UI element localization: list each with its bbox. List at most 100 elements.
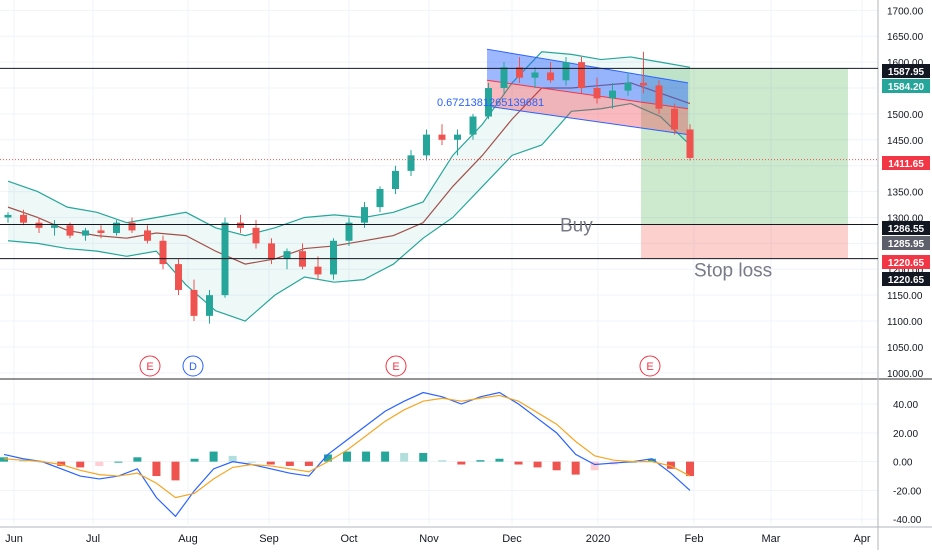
- price-tick-label: 1500.00: [887, 110, 924, 121]
- channel-lower-fill: [487, 80, 688, 135]
- stop-loss-label: Stop loss: [694, 261, 772, 282]
- macd-histogram-bar: [590, 461, 599, 471]
- macd-histogram-bar: [419, 453, 428, 462]
- candle-body: [113, 222, 120, 234]
- candle-body: [330, 240, 337, 275]
- event-marker-circle: [139, 355, 161, 377]
- macd-histogram-bar: [57, 461, 66, 466]
- candle-body: [423, 134, 430, 156]
- candle-body: [516, 67, 523, 78]
- price-label-text: 1220.65: [888, 258, 925, 269]
- macd-histogram-bar: [133, 457, 142, 462]
- macd-histogram-bar: [495, 458, 504, 462]
- event-marker-letter: E: [146, 361, 153, 373]
- time-tick-label: Oct: [340, 533, 357, 545]
- macd-histogram-bar: [285, 461, 294, 466]
- candle-body: [66, 225, 74, 236]
- candle-body: [438, 134, 446, 140]
- candle-body: [547, 72, 554, 81]
- candle-body: [655, 85, 663, 109]
- price-label-text: 1584.20: [888, 82, 925, 93]
- candle-body: [35, 222, 43, 228]
- macd-tick-label: 20.00: [893, 429, 918, 440]
- macd-histogram-bar: [304, 461, 313, 466]
- candle-body: [175, 264, 182, 290]
- stop-loss-zone: [641, 224, 848, 259]
- macd-histogram-bar: [76, 461, 85, 468]
- time-tick-label: Apr: [853, 533, 870, 545]
- channel-correlation-label: 0.6721381265139681: [437, 97, 544, 109]
- price-label-badge: [882, 272, 930, 286]
- candle-body: [578, 62, 585, 89]
- macd-tick-label: -40.00: [893, 515, 922, 526]
- candle-body: [206, 295, 213, 316]
- candle-body: [609, 90, 616, 99]
- candle-body: [4, 214, 12, 218]
- earnings-event-marker[interactable]: E: [139, 355, 161, 377]
- time-tick-label: Nov: [419, 533, 439, 545]
- macd-histogram-bar: [323, 454, 332, 462]
- macd-tick-label: 0.00: [893, 458, 913, 469]
- macd-histogram-bar: [0, 457, 8, 462]
- buy-label: Buy: [560, 215, 593, 236]
- channel-bottom-line: [486, 105, 689, 136]
- candle-body: [144, 230, 151, 241]
- time-tick-label: Feb: [685, 533, 704, 545]
- event-marker-circle: [639, 355, 661, 377]
- macd-histogram-bar: [686, 461, 694, 477]
- candle-body: [283, 251, 291, 259]
- event-marker-circle: [182, 355, 204, 377]
- candle-body: [97, 230, 105, 234]
- price-tick-label: 1600.00: [887, 58, 924, 69]
- macd-histogram-bar: [381, 451, 390, 462]
- price-tick-label: 1100.00: [887, 317, 923, 328]
- price-label-badge: [882, 221, 930, 235]
- price-label-badge: [882, 156, 930, 170]
- earnings-event-marker[interactable]: E: [639, 355, 661, 377]
- candle-body: [20, 214, 27, 223]
- price-label-badge: [882, 79, 930, 93]
- macd-histogram-bar: [266, 461, 275, 465]
- macd-histogram-bar: [209, 451, 218, 462]
- macd-tick-label: 40.00: [893, 400, 918, 411]
- candle-body: [190, 289, 198, 316]
- macd-histogram-bar: [362, 451, 371, 462]
- macd-histogram-bar: [533, 461, 542, 468]
- macd-histogram-bar: [152, 461, 161, 477]
- macd-histogram-bar: [514, 461, 523, 465]
- candle-body: [593, 88, 601, 99]
- macd-histogram-bar: [95, 461, 104, 466]
- dividend-event-marker[interactable]: D: [182, 355, 204, 377]
- price-label-badge: [882, 236, 930, 250]
- candle-body: [624, 82, 632, 91]
- price-tick-label: 1000.00: [887, 369, 924, 380]
- channel-mid-line: [486, 79, 689, 110]
- macd-histogram-bar: [457, 461, 466, 465]
- bollinger-upper: [7, 51, 691, 237]
- price-label-badge: [882, 64, 930, 78]
- macd-histogram-bar: [114, 461, 123, 463]
- earnings-event-marker[interactable]: E: [385, 355, 407, 377]
- price-tick-label: 1350.00: [887, 188, 924, 199]
- candle-body: [51, 225, 58, 228]
- macd-signal-line: [3, 394, 691, 499]
- macd-histogram-bar: [438, 460, 447, 462]
- macd-histogram-bar: [476, 460, 485, 462]
- price-label-badge: [882, 255, 930, 269]
- candle-body: [128, 222, 136, 231]
- candle-body: [686, 129, 694, 158]
- price-label-text: 1285.95: [888, 239, 925, 250]
- price-label-text: 1286.55: [888, 224, 925, 235]
- bollinger-fill: [8, 51, 690, 322]
- candle-body: [82, 230, 89, 236]
- candle-body: [252, 227, 260, 244]
- channel-top-line: [486, 48, 689, 84]
- macd-tick-label: -20.00: [893, 486, 922, 497]
- candle-body: [469, 116, 477, 135]
- candle-body: [159, 240, 167, 265]
- price-tick-label: 1300.00: [887, 213, 924, 224]
- time-tick-label: Aug: [178, 533, 198, 545]
- macd-histogram-bar: [400, 453, 409, 462]
- price-tick-label: 1050.00: [887, 343, 924, 354]
- candle-body: [454, 134, 461, 140]
